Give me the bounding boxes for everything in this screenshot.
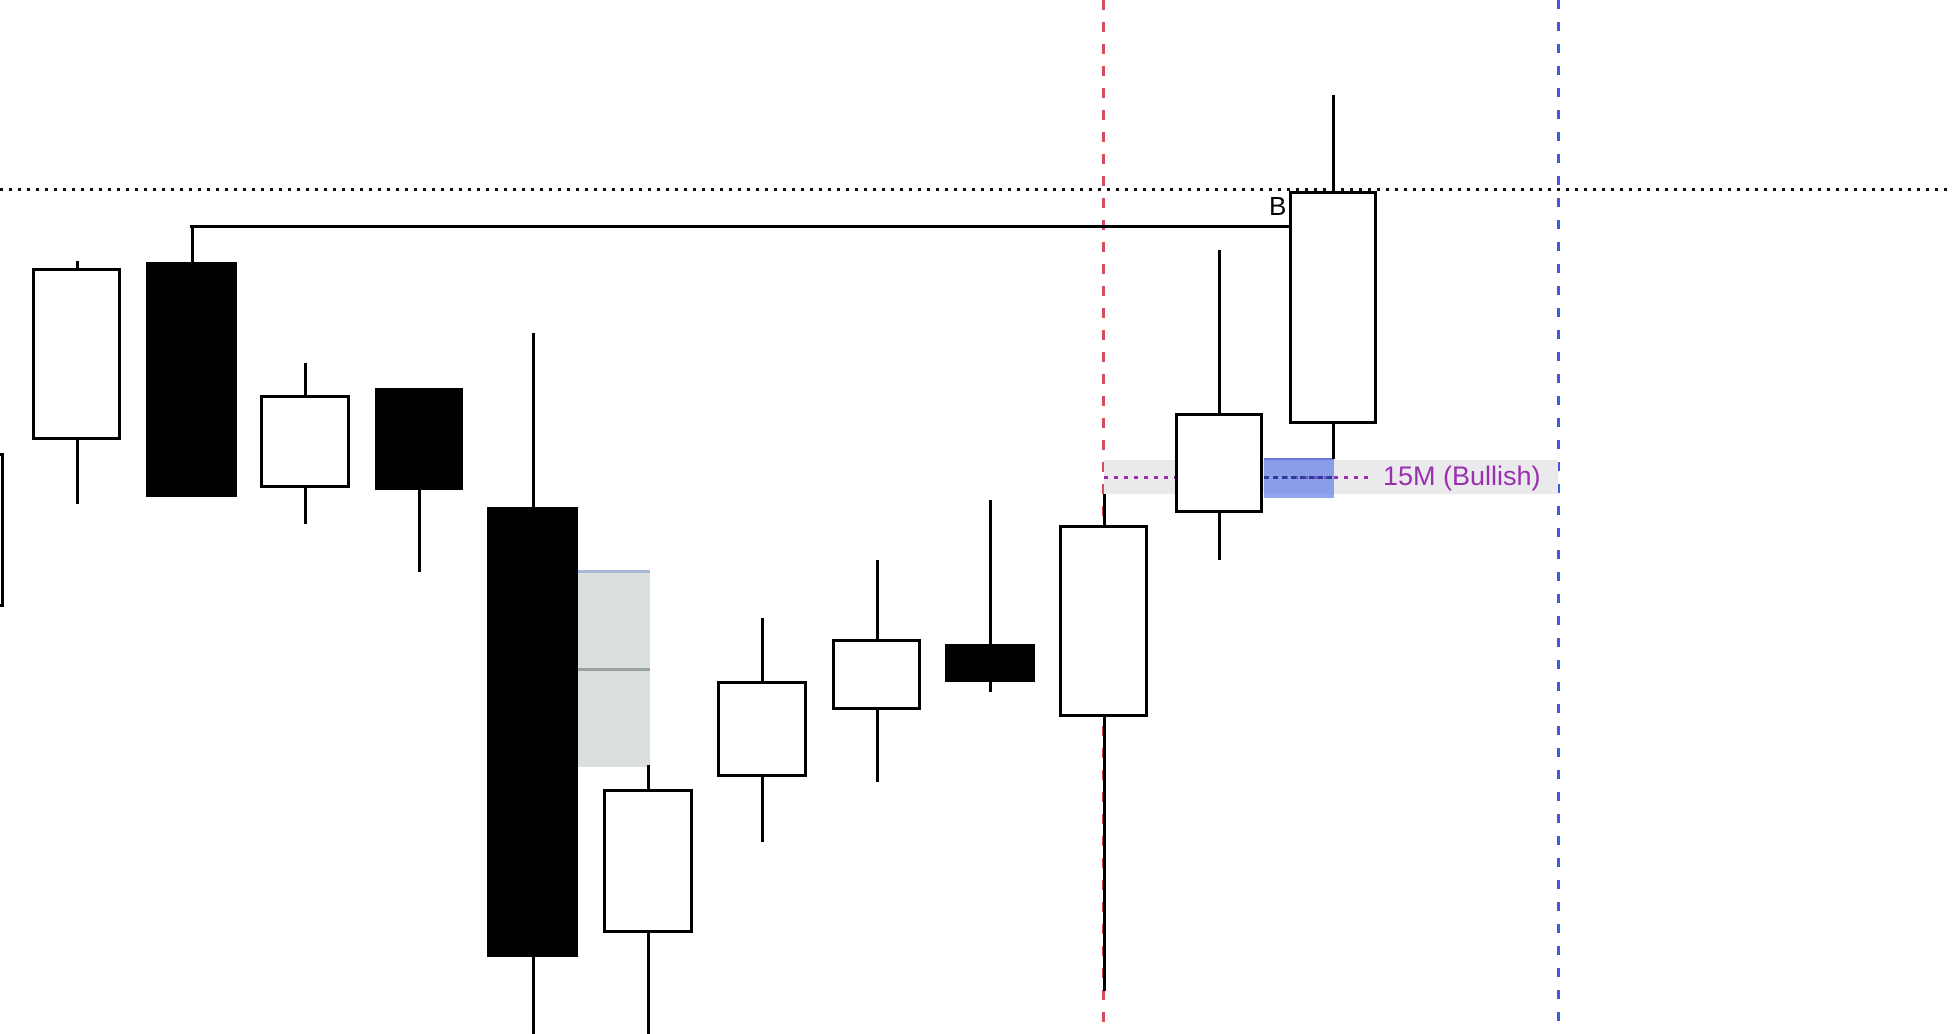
candle-lower-wick (1103, 715, 1106, 991)
candle-bear (375, 388, 463, 490)
candle-lower-wick (304, 486, 307, 524)
candle-lower-wick (1332, 422, 1335, 459)
candle-bear (945, 644, 1035, 682)
candle-lower-wick (1218, 511, 1221, 560)
candle-lower-wick (647, 931, 650, 1034)
candle-upper-wick (532, 333, 535, 509)
gap-zone-box[interactable] (578, 570, 650, 767)
candle-bull (832, 639, 921, 710)
candle-bear (146, 262, 237, 497)
candle-lower-wick (989, 680, 992, 692)
liquidity-dotted-line[interactable] (0, 188, 1952, 191)
candle-lower-wick (76, 438, 79, 504)
candle-bull (0, 453, 4, 607)
candle-bull (603, 789, 693, 933)
swing-high-line[interactable] (190, 225, 1289, 228)
candle-upper-wick (1103, 494, 1106, 527)
label-15m-bullish[interactable]: 15M (Bullish) (1383, 461, 1541, 491)
candle-upper-wick (876, 560, 879, 641)
blue-session-vline[interactable] (1557, 0, 1560, 1034)
candle-bull (32, 268, 121, 440)
navy-level-overlay (1264, 476, 1334, 479)
candle-upper-wick (761, 618, 764, 683)
candle-lower-wick (418, 488, 421, 572)
candle-bull (717, 681, 807, 777)
candle-bull (260, 395, 350, 488)
candle-upper-wick (989, 500, 992, 646)
label-b[interactable]: B (1269, 191, 1287, 221)
candle-bull (1175, 413, 1263, 513)
candle-upper-wick (647, 765, 650, 791)
candle-upper-wick (76, 261, 79, 270)
candle-lower-wick (532, 955, 535, 1034)
candle-bear (487, 507, 578, 957)
candle-lower-wick (876, 708, 879, 782)
candle-upper-wick (1218, 250, 1221, 415)
candle-upper-wick (304, 363, 307, 397)
candle-upper-wick (191, 226, 194, 264)
candle-bull (1289, 191, 1377, 424)
candle-lower-wick (761, 775, 764, 842)
candle-upper-wick (1332, 95, 1335, 193)
candle-bull (1059, 525, 1148, 717)
gap-zone-midline (578, 668, 650, 671)
